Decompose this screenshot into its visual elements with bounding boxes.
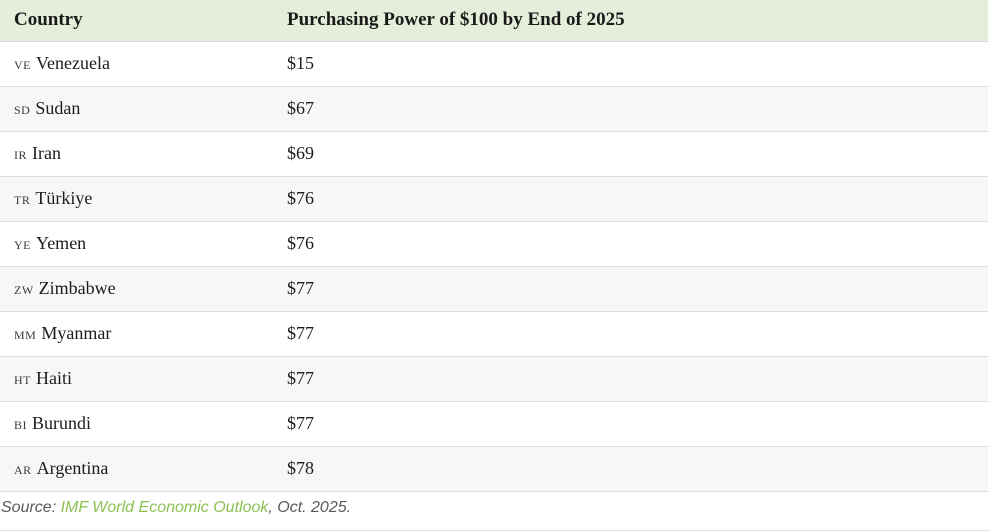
country-cell: AR Argentina [0,446,273,492]
country-code: ZW [14,283,34,297]
country-cell: YE Yemen [0,221,273,267]
country-code: BI [14,418,27,432]
country-cell: TR Türkiye [0,176,273,222]
country-code: AR [14,463,32,477]
country-cell: VE Venezuela [0,41,273,87]
purchasing-power-table: Country Purchasing Power of $100 by End … [0,0,988,492]
source-prefix: Source: [1,498,61,516]
value-cell: $77 [273,356,988,402]
table-row: HT Haiti $77 [0,356,988,402]
country-name: Burundi [32,413,92,433]
table-row: YE Yemen $76 [0,221,988,267]
column-header-purchasing-power: Purchasing Power of $100 by End of 2025 [273,0,988,42]
country-name: Zimbabwe [38,278,116,298]
value-cell: $67 [273,86,988,132]
table-row: IR Iran $69 [0,131,988,177]
country-cell: HT Haiti [0,356,273,402]
country-name: Venezuela [36,53,110,73]
country-cell: ZW Zimbabwe [0,266,273,312]
country-name: Iran [32,143,61,163]
value-cell: $76 [273,176,988,222]
source-suffix: , Oct. 2025. [268,498,352,516]
table-row: VE Venezuela $15 [0,41,988,87]
source-link[interactable]: IMF World Economic Outlook [60,498,269,516]
table-row: TR Türkiye $76 [0,176,988,222]
country-code: VE [14,58,31,72]
value-cell: $77 [273,266,988,312]
table-row: MM Myanmar $77 [0,311,988,357]
country-code: TR [14,193,31,207]
country-code: MM [14,328,37,342]
country-cell: BI Burundi [0,401,273,447]
country-name: Yemen [36,233,87,253]
column-header-country: Country [0,0,273,42]
country-name: Sudan [35,98,81,118]
table-row: ZW Zimbabwe $77 [0,266,988,312]
value-cell: $77 [273,401,988,447]
country-code: HT [14,373,31,387]
country-cell: IR Iran [0,131,273,177]
country-name: Myanmar [41,323,112,343]
table-row: AR Argentina $78 [0,446,988,492]
country-code: YE [14,238,31,252]
country-name: Argentina [36,458,109,478]
country-code: IR [14,148,27,162]
country-name: Türkiye [35,188,93,208]
value-cell: $76 [273,221,988,267]
value-cell: $77 [273,311,988,357]
country-cell: SD Sudan [0,86,273,132]
table-body: VE Venezuela $15 SD Sudan $67 IR Iran $69 T… [0,41,988,492]
country-code: SD [14,103,31,117]
country-name: Haiti [36,368,72,388]
table-row: SD Sudan $67 [0,86,988,132]
value-cell: $15 [273,41,988,87]
value-cell: $69 [273,131,988,177]
table-header: Country Purchasing Power of $100 by End … [0,0,988,42]
value-cell: $78 [273,446,988,492]
country-cell: MM Myanmar [0,311,273,357]
table-row: BI Burundi $77 [0,401,988,447]
source-line: Source: IMF World Economic Outlook, Oct.… [0,492,988,517]
table-header-row: Country Purchasing Power of $100 by End … [0,0,988,42]
